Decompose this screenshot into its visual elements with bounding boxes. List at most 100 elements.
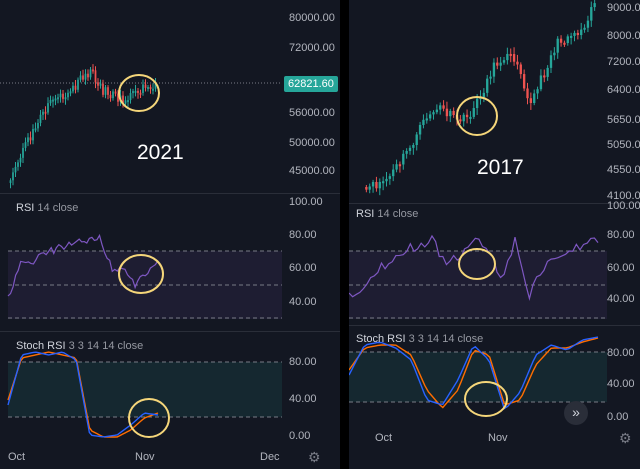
rsi-name: RSI <box>356 208 375 220</box>
candle-body <box>378 181 381 189</box>
chart-canvas-2021[interactable] <box>0 0 340 469</box>
candle-body <box>365 187 368 190</box>
highlight-circle <box>118 254 164 294</box>
price-tick: 7200.00 <box>607 56 640 68</box>
pane-divider[interactable] <box>0 331 340 332</box>
gear-icon[interactable]: ⚙ <box>619 430 632 446</box>
candle-body <box>24 142 27 148</box>
candle-body <box>449 110 452 117</box>
candle-body <box>14 166 17 173</box>
stoch-k-line <box>349 336 599 410</box>
time-tick: Nov <box>135 451 155 463</box>
candle-body <box>139 92 142 95</box>
time-tick: Oct <box>375 432 393 444</box>
rsi-tick: 80.00 <box>289 229 317 241</box>
candle-body <box>97 82 99 86</box>
stoch-rsi-params: 3 3 14 14 close <box>408 333 484 345</box>
candle-body <box>27 137 29 143</box>
candle-body <box>112 91 114 99</box>
candle-body <box>371 181 375 187</box>
candle-body <box>94 70 97 83</box>
candle-body <box>57 97 59 100</box>
stoch-k-line <box>7 351 159 438</box>
candle-body <box>428 114 432 119</box>
candle-body <box>49 99 52 104</box>
candle-body <box>549 55 553 68</box>
candle-body <box>408 147 412 151</box>
last-price-badge: 62821.60 <box>284 76 338 92</box>
candle-body <box>144 84 147 88</box>
chart-canvas-2017[interactable] <box>349 0 640 469</box>
candle-body <box>522 74 526 89</box>
rsi-tick: 80.00 <box>607 229 635 241</box>
candle-body <box>109 94 112 99</box>
rsi-tick: 40.00 <box>289 296 317 308</box>
pane-divider[interactable] <box>349 325 640 326</box>
highlight-circle <box>464 381 508 417</box>
double-chevron-right-icon[interactable]: » <box>564 401 588 425</box>
rsi-title[interactable]: RSI 14 close <box>356 208 418 220</box>
candle-body <box>368 186 371 190</box>
candle-body <box>114 91 117 94</box>
candle-body <box>432 112 435 115</box>
candle-body <box>462 114 465 122</box>
rsi-tick: 100.00 <box>289 196 323 208</box>
stoch-rsi-name: Stoch RSI <box>356 333 406 345</box>
candle-body <box>152 88 154 91</box>
candle-body <box>154 82 157 89</box>
candle-body <box>59 93 62 98</box>
pane-divider[interactable] <box>349 203 640 204</box>
candle-body <box>87 73 89 78</box>
candle-body <box>553 52 556 56</box>
chart-panel-2021[interactable]: 80000.00 72000.00 62821.60 56000.00 5000… <box>0 0 340 469</box>
stoch-band <box>8 362 282 417</box>
stoch-rsi-title[interactable]: Stoch RSI 3 3 14 14 close <box>356 333 483 345</box>
rsi-title[interactable]: RSI 14 close <box>16 202 78 214</box>
price-tick: 80000.00 <box>289 12 335 24</box>
candle-body <box>129 93 132 101</box>
candle-body <box>576 32 580 36</box>
candle-body <box>502 60 506 63</box>
chart-panel-2017[interactable]: 9000.00 8000.00 7200.00 6400.00 5650.00 … <box>349 0 640 469</box>
candle-body <box>149 87 152 90</box>
candle-body <box>398 164 402 167</box>
rsi-line <box>349 234 599 301</box>
candle-body <box>84 73 87 80</box>
candle-body <box>559 38 563 43</box>
rsi-tick: 60.00 <box>607 262 635 274</box>
rsi-tick: 60.00 <box>289 262 317 274</box>
price-tick: 5050.00 <box>607 139 640 151</box>
stoch-rsi-title[interactable]: Stoch RSI 3 3 14 14 close <box>16 340 143 352</box>
pane-divider[interactable] <box>0 193 340 194</box>
candle-body <box>465 114 469 118</box>
candle-body <box>543 75 546 78</box>
price-tick: 9000.00 <box>607 2 640 14</box>
candle-body <box>107 87 109 95</box>
candle-body <box>29 137 32 141</box>
candle-body <box>54 98 57 101</box>
candle-body <box>69 91 72 94</box>
candle-body <box>375 181 378 189</box>
candle-body <box>475 98 479 109</box>
candle-body <box>590 7 593 21</box>
price-tick: 72000.00 <box>289 42 335 54</box>
candle-body <box>82 75 84 80</box>
stoch-tick: 40.00 <box>289 393 317 405</box>
candle-body <box>52 99 54 102</box>
price-tick: 8000.00 <box>607 30 640 42</box>
candle-body <box>506 53 509 61</box>
candle-body <box>92 69 94 72</box>
highlight-circle <box>456 96 498 136</box>
candle-body <box>44 111 47 114</box>
candle-body <box>499 62 502 66</box>
candle-body <box>77 79 79 90</box>
candle-body <box>34 128 37 131</box>
candle-body <box>37 122 39 129</box>
candle-body <box>566 36 569 43</box>
candle-body <box>412 145 415 148</box>
candle-body <box>580 29 583 36</box>
candle-body <box>22 147 24 158</box>
gear-icon[interactable]: ⚙ <box>308 449 321 465</box>
candle-body <box>539 75 543 90</box>
candle-body <box>445 108 449 117</box>
